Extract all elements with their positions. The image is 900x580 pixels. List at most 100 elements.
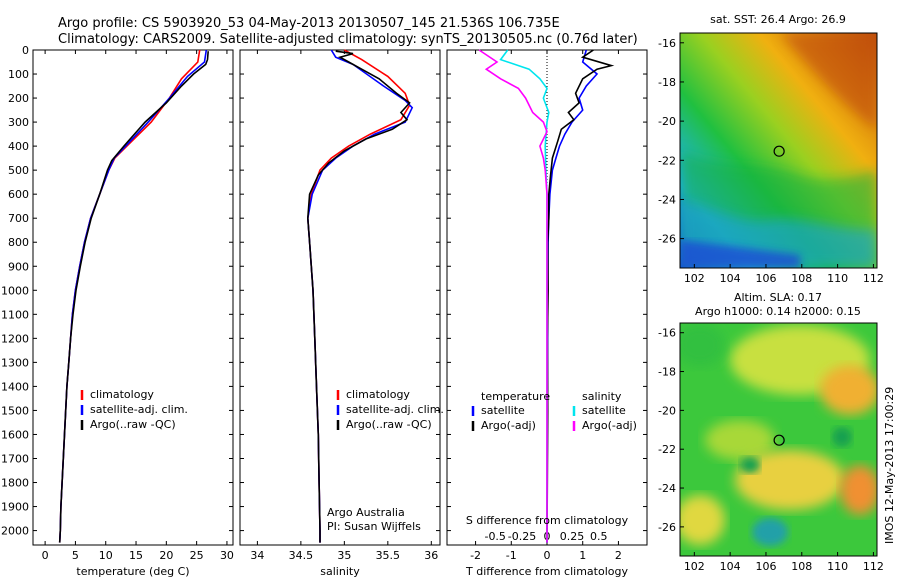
- sla-map-ytick-label: -20: [658, 404, 676, 417]
- temperature-ytick-label: 1600: [1, 428, 29, 441]
- sst-map-ytick-label: -18: [658, 76, 676, 89]
- salinity-xtick-label: 35.5: [376, 549, 401, 562]
- sla-map-ytick-label: -24: [658, 482, 676, 495]
- sla-map-ytick-label: -22: [658, 443, 676, 456]
- temperature-ytick-label: 1300: [1, 356, 29, 369]
- sla-map-title: Altim. SLA: 0.17: [734, 291, 822, 304]
- diff-legend-label: satellite: [582, 404, 626, 417]
- sst-map-axes: 102 104 106 108 110 112 -16 -18 -20 -22 -24 -26: [658, 37, 884, 285]
- salinity-legend-label: climatology: [346, 388, 410, 401]
- temperature-xtick-label: 25: [190, 549, 204, 562]
- sst-map-ytick-label: -26: [658, 233, 676, 246]
- temperature-ytick-label: 100: [8, 68, 29, 81]
- temperature-axes-frame: [32, 49, 234, 546]
- temperature-legend-label: climatology: [90, 388, 154, 401]
- temperature-ytick-label: 1700: [1, 452, 29, 465]
- sla-map-xtick-label: 102: [684, 560, 705, 573]
- series-line-argo-raw-qc-: [58, 51, 209, 543]
- temperature-legend-label: Argo(..raw -QC): [90, 418, 176, 431]
- diff-legend-label: Argo(-adj): [582, 419, 637, 432]
- sla-map-xtick-label: 110: [827, 560, 848, 573]
- temperature-legend-label: satellite-adj. clim.: [90, 403, 188, 416]
- difference-xtick-label: 1: [579, 549, 586, 562]
- sst-map-xtick-label: 102: [684, 272, 705, 285]
- salinity-panel: 34 34.5 35 35.5 36 salinity climatology satelli…: [239, 49, 444, 578]
- temperature-ytick-label: 700: [8, 212, 29, 225]
- temperature-xtick-label: 15: [129, 549, 143, 562]
- header-line1: Argo profile: CS 5903920_53 04-May-2013 …: [58, 16, 560, 31]
- argo-location-marker: [773, 145, 785, 157]
- sst-map-ytick-label: -24: [658, 193, 676, 206]
- sst-map-field: [680, 33, 877, 268]
- sla-map-xtick-label: 106: [755, 560, 776, 573]
- diff-legend-title-temperature: temperature: [481, 390, 550, 403]
- difference-xtick-label: -1: [506, 549, 517, 562]
- salinity-xtick-label: 34: [250, 549, 264, 562]
- temperature-xtick-label: 10: [99, 549, 113, 562]
- temperature-ytick-label: 200: [8, 92, 29, 105]
- salinity-legend-label: satellite-adj. clim.: [346, 403, 444, 416]
- sla-map-ytick-label: -26: [658, 521, 676, 534]
- temperature-ytick-label: 1000: [1, 284, 29, 297]
- diff-legend-title-salinity: salinity: [582, 390, 622, 403]
- difference-xlabel: T difference from climatology: [465, 565, 628, 578]
- temperature-xtick-label: 30: [220, 549, 234, 562]
- temperature-ytick-label: 1900: [1, 501, 29, 514]
- temperature-ytick-label: 2000: [1, 525, 29, 538]
- temperature-ytick-label: 400: [8, 140, 29, 153]
- difference-xlabel-top: S difference from climatology: [466, 514, 629, 527]
- salinity-legend-label: Argo(..raw -QC): [346, 418, 432, 431]
- difference-top-tick-label: 0.25: [560, 530, 585, 543]
- sla-map-ytick-label: -16: [658, 327, 676, 340]
- diff-legend-label: Argo(-adj): [481, 419, 536, 432]
- sla-map-subtitle: Argo h1000: 0.14 h2000: 0.15: [695, 305, 861, 318]
- salinity-axes-frame: [239, 49, 441, 546]
- salinity-xtick-label: 34.5: [289, 549, 314, 562]
- sla-map-frame: [679, 322, 878, 557]
- temperature-ytick-label: 800: [8, 236, 29, 249]
- sla-map-panel: Altim. SLA: 0.17 Argo h1000: 0.14 h2000:…: [658, 291, 884, 573]
- temperature-ytick-label: 1500: [1, 404, 29, 417]
- sla-map-field: [680, 323, 877, 556]
- sla-map-axes: 102 104 106 108 110 112 -16 -18 -20 -22 -24 -26: [658, 327, 884, 573]
- argo-location-marker: [773, 434, 785, 446]
- sst-map-xtick-label: 110: [827, 272, 848, 285]
- difference-xtick-label: -2: [470, 549, 481, 562]
- sst-map-frame: [679, 32, 878, 269]
- series-line-temperature-argo-adj-: [546, 49, 615, 543]
- temperature-panel: 0 5 10 15 20 25 300100200300400500600700800900…: [1, 44, 234, 578]
- salinity-annotation: Argo Australia: [327, 506, 405, 519]
- header-line2: Climatology: CARS2009. Satellite-adjuste…: [58, 32, 638, 47]
- diff-legend-label: satellite: [481, 404, 525, 417]
- sst-map-ytick-label: -20: [658, 115, 676, 128]
- difference-top-tick-label: -0.25: [508, 530, 536, 543]
- difference-top-tick-label: 0.5: [590, 530, 608, 543]
- temperature-xtick-label: 0: [42, 549, 49, 562]
- temperature-ytick-label: 300: [8, 116, 29, 129]
- temperature-ytick-label: 0: [22, 44, 29, 57]
- temperature-ytick-label: 1100: [1, 308, 29, 321]
- sst-map-xtick-label: 112: [863, 272, 884, 285]
- difference-xtick-label: 0: [544, 549, 551, 562]
- sla-map-xtick-label: 108: [791, 560, 812, 573]
- sla-map-xtick-label: 104: [720, 560, 741, 573]
- imos-timestamp: IMOS 12-May-2013 17:00:29: [883, 387, 896, 544]
- temperature-ytick-label: 1400: [1, 380, 29, 393]
- sla-map-xtick-label: 112: [863, 560, 884, 573]
- sla-map-ytick-label: -18: [658, 366, 676, 379]
- salinity-xtick-label: 36: [424, 549, 438, 562]
- sst-map-title: sat. SST: 26.4 Argo: 26.9: [710, 13, 846, 26]
- temperature-ytick-label: 1200: [1, 332, 29, 345]
- temperature-ytick-label: 500: [8, 164, 29, 177]
- sst-map-xtick-label: 108: [791, 272, 812, 285]
- sst-map-ytick-label: -16: [658, 37, 676, 50]
- sst-map-panel: sat. SST: 26.4 Argo: 26.9 102 104 106 108 11…: [658, 13, 884, 285]
- temperature-xtick-label: 5: [72, 549, 79, 562]
- salinity-xtick-label: 35: [337, 549, 351, 562]
- difference-top-tick-label: -0.5: [484, 530, 505, 543]
- temperature-xlabel: temperature (deg C): [76, 565, 189, 578]
- difference-xtick-label: 2: [615, 549, 622, 562]
- series-line-salinity-argo-adj-: [478, 49, 548, 543]
- sst-map-xtick-label: 104: [720, 272, 741, 285]
